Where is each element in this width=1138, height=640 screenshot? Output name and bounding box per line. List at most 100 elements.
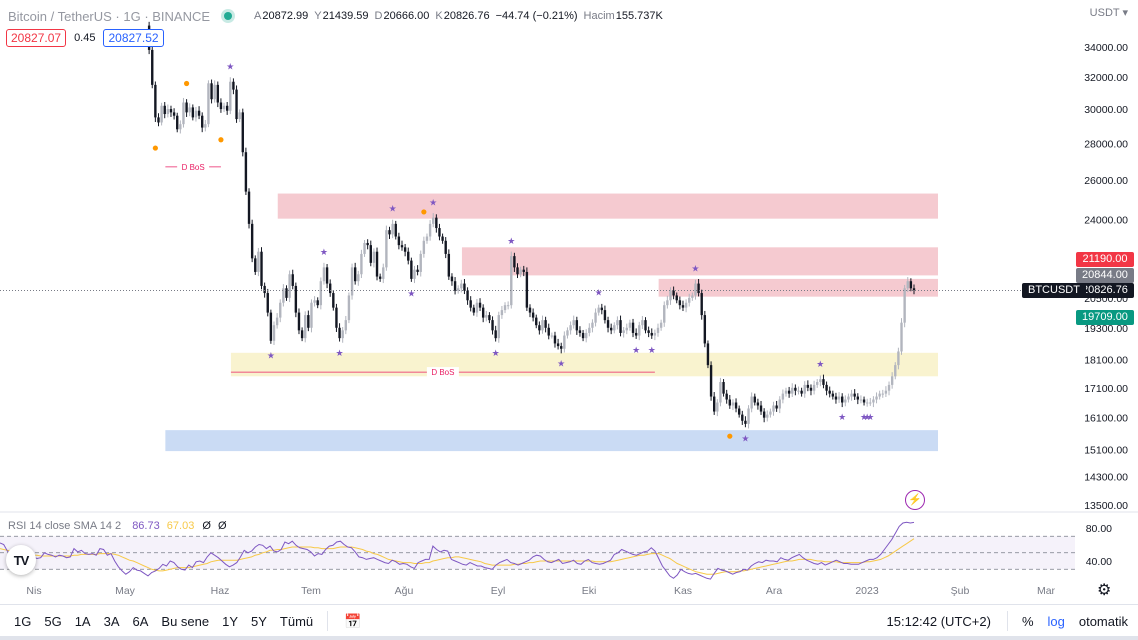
rsi-value: 86.73 [132, 520, 160, 532]
pivot-low-star: ★ [866, 413, 874, 423]
time-tick-label: Ara [766, 585, 783, 597]
tradingview-logo-icon[interactable]: TV [6, 545, 36, 575]
candle-body [597, 307, 600, 313]
rsi-tick-label: 40.00 [1086, 556, 1112, 568]
gear-icon[interactable]: ⚙ [1097, 582, 1112, 599]
candle-body [856, 396, 860, 400]
range-button-6m[interactable]: 6A [132, 613, 149, 629]
price-tick-label: 32000.00 [1084, 72, 1128, 84]
zones-layer [165, 193, 939, 452]
candle-body [269, 312, 273, 341]
swing-point-dot [152, 145, 158, 151]
time-tick-label: Mar [1037, 585, 1056, 597]
candle-body [575, 320, 579, 331]
candle-body [244, 152, 248, 192]
pivot-low-star: ★ [336, 349, 344, 359]
candle-body [450, 276, 454, 282]
candle-body [563, 335, 566, 349]
candle-body [463, 283, 466, 291]
range-button-5y[interactable]: 5Y [251, 613, 267, 629]
candle-body [310, 302, 313, 328]
candle-body [488, 315, 491, 321]
candle-body [222, 105, 226, 110]
candle-body [644, 320, 647, 331]
rsi-extra-1: Ø [202, 520, 211, 532]
candle-body [759, 405, 763, 412]
clock-display[interactable]: 15:12:42 (UTC+2) [886, 613, 991, 629]
range-button-3m[interactable]: 3A [103, 613, 120, 629]
candle-body [744, 420, 747, 424]
symbol-title[interactable]: Bitcoin / TetherUS · 1G · BINANCE [8, 8, 211, 24]
rsi-title: RSI 14 close SMA 14 2 [8, 520, 122, 532]
candle-body [894, 365, 897, 377]
candle-body [688, 297, 691, 303]
candle-body [229, 81, 232, 111]
candle-body [528, 307, 532, 313]
candle-body [151, 49, 154, 85]
range-button-ytd[interactable]: Bu sene [161, 613, 210, 629]
candle-body [410, 260, 413, 279]
pivot-low-star: ★ [648, 346, 656, 356]
calendar-icon[interactable]: 📅 [344, 612, 362, 629]
pivot-low-star: ★ [741, 435, 749, 445]
chart-header: Bitcoin / TetherUS · 1G · BINANCE A 20872… [8, 7, 669, 25]
candle-body [172, 112, 176, 116]
candle-body [400, 245, 404, 248]
candle-body [731, 402, 735, 406]
candle-body [578, 330, 582, 333]
bolt-icon[interactable]: ⚡ [905, 490, 925, 510]
candle-body [366, 242, 369, 246]
sell-button[interactable]: 20827.07 [6, 29, 67, 47]
percent-scale-button[interactable]: % [1021, 613, 1034, 629]
rsi-legend[interactable]: RSI 14 close SMA 14 2 86.73 67.03 Ø Ø [8, 520, 231, 532]
ohlc-low-value: 20666.00 [383, 10, 430, 22]
ohlc-close-value: 20826.76 [443, 10, 490, 22]
log-scale-button[interactable]: log [1047, 613, 1065, 629]
range-button-5d[interactable]: 5G [44, 613, 62, 629]
rsi-sma-line [0, 538, 915, 575]
price-tick-label: 26000.00 [1084, 175, 1128, 187]
quote-row: 20827.07 0.45 20827.52 [6, 29, 164, 47]
range-button-1m[interactable]: 1A [74, 613, 91, 629]
candle-body [328, 283, 332, 294]
candle-body [912, 288, 916, 291]
candle-body [357, 274, 360, 282]
candle-body [247, 191, 251, 224]
range-button-all[interactable]: Tümü [279, 613, 314, 629]
candle-body [850, 393, 853, 397]
candle-body [750, 396, 753, 409]
candle-body [263, 285, 266, 294]
markers-layer: ★★★★★★★★★★★★ ★★★★★ ★★★ [152, 62, 874, 445]
candle-body [250, 223, 254, 259]
candle-body [762, 411, 766, 418]
candle-body [897, 351, 900, 366]
toolbar-divider [327, 611, 329, 631]
candle-body [332, 293, 335, 308]
range-button-1d[interactable]: 1G [14, 613, 32, 629]
candle-body [647, 330, 650, 333]
candle-body [816, 382, 819, 385]
candle-body [453, 281, 457, 291]
range-button-1y[interactable]: 1Y [222, 613, 239, 629]
time-tick-label: 2023 [855, 585, 879, 597]
price-tick-label: 19300.00 [1084, 323, 1128, 335]
candle-body [672, 290, 675, 296]
buy-button[interactable]: 20827.52 [103, 29, 164, 47]
candle-body [260, 251, 263, 286]
candle-body [516, 267, 519, 275]
candle-body [865, 402, 869, 404]
candle-body [325, 267, 329, 284]
candle-body [319, 281, 323, 306]
candle-body [881, 393, 884, 395]
candle-body [416, 269, 419, 272]
candle-body [872, 399, 875, 403]
currency-selector[interactable]: USDT ▾ [1089, 7, 1128, 19]
candle-body [185, 102, 188, 113]
candle-body [797, 390, 800, 392]
candle-body [169, 109, 173, 113]
candle-body [778, 399, 781, 409]
pivot-high-star: ★ [595, 288, 603, 298]
candle-body [588, 327, 591, 333]
auto-scale-button[interactable]: otomatik [1078, 613, 1128, 629]
